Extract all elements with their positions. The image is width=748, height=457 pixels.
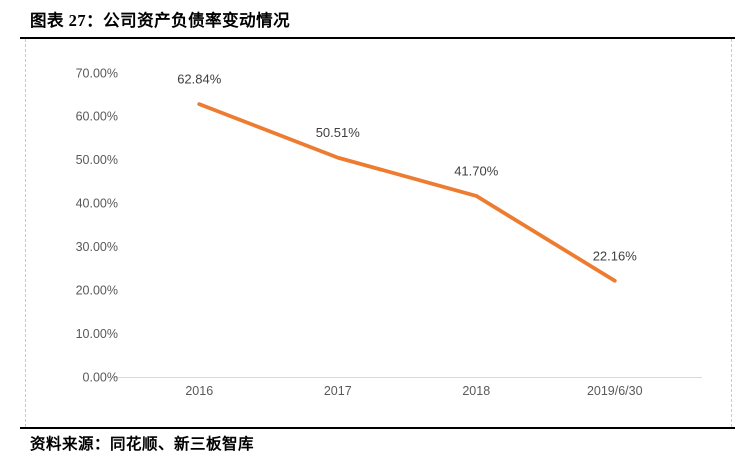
y-axis-tick-label: 60.00% <box>76 110 118 124</box>
x-axis-category-label: 2016 <box>185 384 213 398</box>
y-axis-tick-label: 0.00% <box>83 370 118 384</box>
left-dashed-border <box>25 39 26 427</box>
y-axis-tick-label: 20.00% <box>76 283 118 297</box>
y-axis-tick-label: 70.00% <box>76 66 118 80</box>
top-rule <box>20 37 735 39</box>
right-dashed-border <box>731 39 732 427</box>
x-axis-category-label: 2017 <box>324 384 352 398</box>
data-point-label: 41.70% <box>454 163 499 178</box>
bottom-rule <box>20 427 735 429</box>
y-axis-tick-label: 50.00% <box>76 153 118 167</box>
figure-title: 图表 27：公司资产负债率变动情况 <box>30 11 291 30</box>
source-note: 资料来源：同花顺、新三板智库 <box>30 436 255 453</box>
series-line <box>197 102 617 283</box>
data-point-label: 62.84% <box>177 72 222 87</box>
data-point-label: 50.51% <box>316 125 361 140</box>
y-axis-tick-label: 30.00% <box>76 240 118 254</box>
x-axis-category-label: 2019/6/30 <box>587 384 643 398</box>
x-axis-category-label: 2018 <box>462 384 490 398</box>
y-axis-tick-label: 40.00% <box>76 197 118 211</box>
y-axis-tick-label: 10.00% <box>76 327 118 341</box>
data-point-label: 22.16% <box>593 248 638 263</box>
